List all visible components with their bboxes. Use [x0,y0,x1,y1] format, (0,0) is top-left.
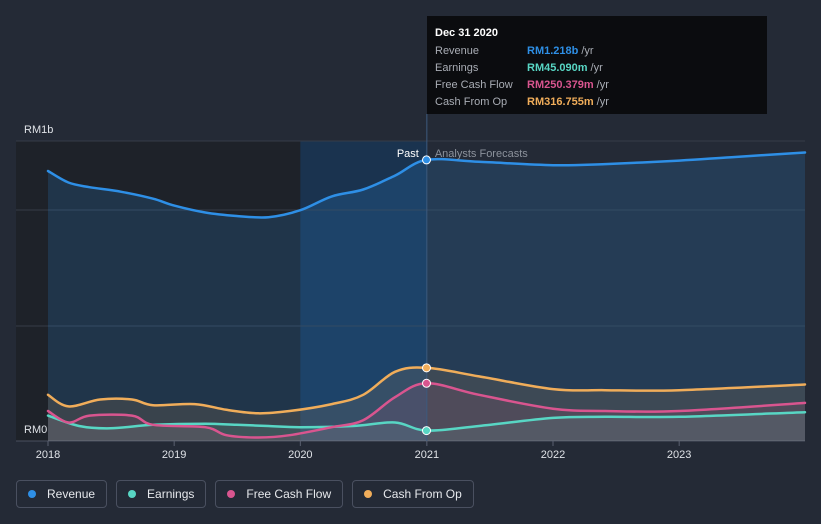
x-tick-label: 2023 [667,449,691,461]
legend-item-earnings[interactable]: Earnings [116,480,207,508]
tooltip-unit: /yr [596,79,609,91]
cash-from-op-line [46,366,807,415]
tooltip-row-earnings: Earnings RM45.090m /yr [435,60,759,77]
x-tick-label: 2018 [36,449,60,461]
tooltip-value: RM45.090m [527,62,588,74]
legend-dot-icon [227,490,236,498]
tooltip-value: RM250.379m [527,79,594,91]
tooltip-label: Free Cash Flow [435,79,513,91]
legend-label: Revenue [47,487,96,501]
tooltip-row-revenue: Revenue RM1.218b /yr [435,43,759,60]
revenue-marker [422,155,431,165]
earnings-area [48,412,805,441]
tooltip-label: Cash From Op [435,96,508,108]
free-cash-flow-line [46,382,807,439]
y-axis-label-top: RM1b [24,124,53,136]
tooltip-date: Dec 31 2020 [435,27,498,39]
legend-label: Earnings [147,487,195,501]
legend-dot-icon [28,490,36,498]
x-axis-ticks: 2018 2019 2020 2021 2022 2023 [36,441,691,461]
tooltip: Dec 31 2020 Revenue RM1.218b /yr Earning… [427,16,767,114]
legend-item-cash-from-op[interactable]: Cash From Op [352,480,474,508]
forecast-label: Analysts Forecasts [435,148,528,160]
chart-legend: Revenue Earnings Free Cash Flow Cash Fro… [16,480,474,508]
revenue-line [46,151,807,219]
tooltip-row-cash-from-op: Cash From Op RM316.755m /yr [435,94,759,111]
tooltip-label: Revenue [435,45,480,57]
tooltip-unit: /yr [596,96,609,108]
cash-from-op-marker [422,363,431,373]
legend-dot-icon [128,490,137,498]
tooltip-row-free-cash-flow: Free Cash Flow RM250.379m /yr [435,77,759,94]
free-cash-flow-marker [422,378,431,388]
earnings-marker [422,426,431,436]
legend-item-free-cash-flow[interactable]: Free Cash Flow [215,480,344,508]
past-label: Past [397,148,419,160]
x-tick-label: 2020 [288,449,312,461]
tooltip-markers [422,155,431,436]
tooltip-value: RM316.755m [527,96,594,108]
series-lines [46,151,807,439]
tooltip-unit: /yr [590,62,603,74]
tooltip-value: RM1.218b [527,45,579,57]
gridlines [16,140,805,442]
x-tick-label: 2021 [415,449,439,461]
earnings-line [46,410,807,432]
legend-label: Free Cash Flow [246,487,332,501]
legend-label: Cash From Op [383,487,462,501]
x-tick-label: 2019 [162,449,186,461]
legend-item-revenue[interactable]: Revenue [16,480,108,508]
tooltip-label: Earnings [435,62,479,74]
y-axis-label-bottom: RM0 [24,424,47,436]
x-tick-label: 2022 [541,449,565,461]
tooltip-unit: /yr [581,45,594,57]
legend-dot-icon [364,490,373,498]
